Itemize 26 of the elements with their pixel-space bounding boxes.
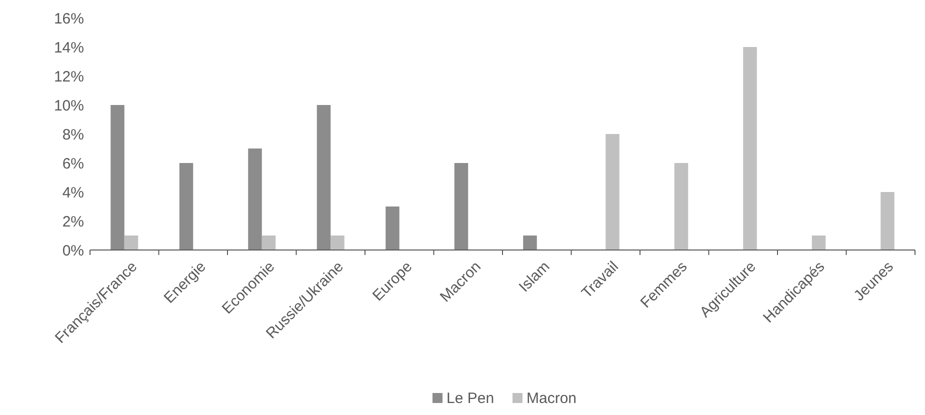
- bar: [812, 236, 826, 250]
- bar: [262, 236, 276, 250]
- y-tick-label: 12%: [54, 68, 84, 86]
- bar: [743, 47, 757, 250]
- y-tick-label: 4%: [62, 184, 84, 202]
- y-tick-label: 14%: [54, 39, 84, 56]
- y-tick-label: 10%: [54, 97, 84, 114]
- y-tick-label: 6%: [62, 155, 84, 172]
- bar: [454, 163, 468, 250]
- bar: [386, 206, 400, 250]
- bar: [179, 163, 194, 250]
- bar: [880, 192, 894, 250]
- legend-label: Macron: [526, 390, 577, 407]
- bar: [606, 134, 620, 250]
- bar: [330, 236, 344, 250]
- y-tick-label: 2%: [62, 213, 84, 230]
- bar: [674, 163, 688, 250]
- y-tick-label: 0%: [62, 242, 84, 260]
- legend-label: Le Pen: [446, 390, 494, 407]
- bar: [110, 105, 124, 250]
- bar: [316, 105, 331, 250]
- bar: [124, 236, 138, 250]
- y-tick-label: 16%: [54, 10, 84, 28]
- bar: [523, 236, 537, 250]
- y-tick-label: 8%: [62, 126, 84, 144]
- bar: [248, 148, 262, 250]
